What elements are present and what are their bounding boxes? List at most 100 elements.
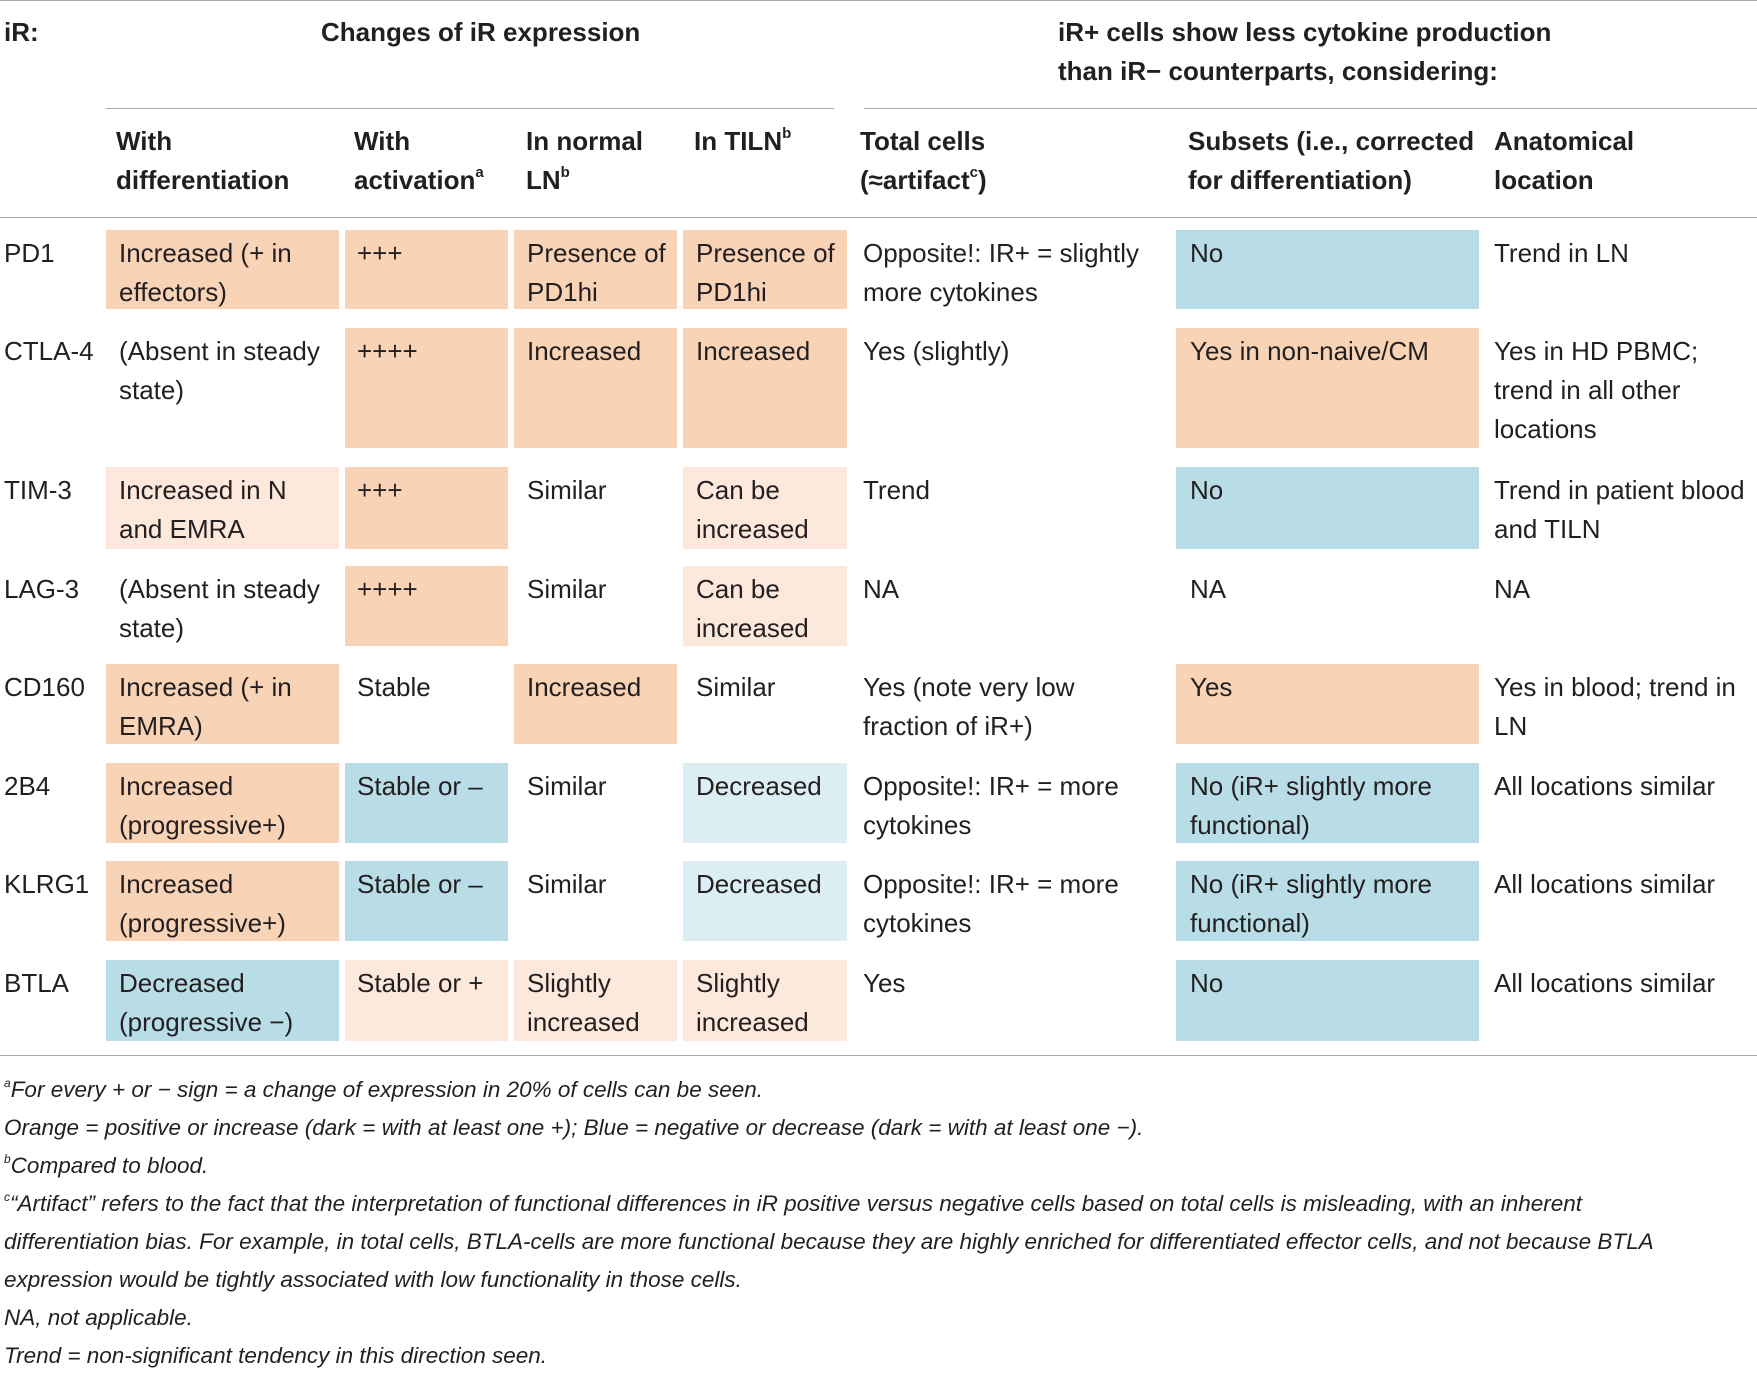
cell-tiln: PD1hi — [696, 277, 767, 307]
cell-sub: No — [1190, 238, 1224, 268]
col-header-activation: With activationa — [354, 126, 484, 195]
cell-shading — [106, 763, 339, 843]
cell-shading — [1176, 960, 1479, 1041]
row-ir-name: KLRG1 — [4, 869, 90, 899]
cell-tiln: Similar — [696, 672, 776, 702]
cell-act: Stable or + — [357, 968, 484, 998]
cell-shading — [345, 861, 508, 941]
cell-shading — [345, 230, 508, 309]
cell-shading — [1176, 328, 1479, 448]
cell-tiln: increased — [696, 514, 809, 544]
cell-act: Stable or – — [357, 869, 483, 899]
cell-total: Opposite!: IR+ = more — [863, 771, 1119, 801]
footnote-c-line2: differentiation bias. For example, in to… — [4, 1229, 1654, 1254]
cell-shading — [1176, 763, 1479, 843]
cell-diff: (progressive+) — [119, 908, 286, 938]
cell-anat: locations — [1494, 414, 1597, 444]
col-header-subsets: Subsets (i.e., corrected for differentiat… — [1188, 126, 1475, 195]
cell-ln: Increased — [527, 336, 642, 366]
cell-shading — [683, 960, 847, 1041]
cell-shading — [106, 960, 339, 1041]
cell-diff: effectors) — [119, 277, 227, 307]
header-group-cytokine-line1: iR+ cells show less cytokine production — [1058, 17, 1552, 47]
row-ir-name: CD160 — [4, 672, 85, 702]
cell-anat: LN — [1494, 711, 1528, 741]
cell-shading — [514, 328, 677, 448]
cell-sub: functional) — [1190, 810, 1310, 840]
cell-ln: Similar — [527, 869, 607, 899]
cell-diff: (Absent in steady — [119, 574, 320, 604]
cell-shading — [683, 566, 847, 646]
cell-shading — [683, 467, 847, 549]
header-ir-label: iR: — [4, 17, 39, 47]
cell-total: Opposite!: IR+ = more — [863, 869, 1119, 899]
cell-ln: Similar — [527, 771, 607, 801]
cell-sub: NA — [1190, 574, 1227, 604]
cell-shading — [106, 230, 339, 309]
cell-anat: NA — [1494, 574, 1531, 604]
row-ir-name: BTLA — [4, 968, 70, 998]
cell-shading — [345, 566, 508, 646]
row-ir-name: CTLA-4 — [4, 336, 94, 366]
cell-tiln: Slightly — [696, 968, 780, 998]
cell-act: ++++ — [357, 574, 418, 604]
cell-shading — [106, 861, 339, 941]
cell-sub: Yes — [1190, 672, 1233, 702]
col-header-total-cells: Total cells (≈artifactc) — [860, 126, 987, 195]
cell-diff: (Absent in steady — [119, 336, 320, 366]
cell-ln: Increased — [527, 672, 642, 702]
cell-ln: Similar — [527, 475, 607, 505]
cell-tiln: Can be — [696, 475, 780, 505]
cell-diff: state) — [119, 613, 185, 643]
cell-tiln: Can be — [696, 574, 780, 604]
footnote-trend: Trend = non-significant tendency in this… — [4, 1343, 548, 1368]
row-ir-name: 2B4 — [4, 771, 51, 801]
cell-tiln: increased — [696, 1007, 809, 1037]
cell-sub: No (iR+ slightly more — [1190, 869, 1433, 899]
cell-ln: PD1hi — [527, 277, 598, 307]
cell-diff: EMRA) — [119, 711, 203, 741]
cell-tiln: Decreased — [696, 771, 822, 801]
cell-shading — [345, 763, 508, 843]
cell-anat: and TILN — [1494, 514, 1601, 544]
cell-total: Opposite!: IR+ = slightly — [863, 238, 1140, 268]
cell-diff: Increased — [119, 771, 234, 801]
cell-shading — [683, 763, 847, 843]
cell-total: fraction of iR+) — [863, 711, 1033, 741]
cell-tiln: Presence of — [696, 238, 835, 268]
cell-ln: increased — [527, 1007, 640, 1037]
cell-act: Stable — [357, 672, 431, 702]
cell-tiln: Decreased — [696, 869, 822, 899]
header-bottom-rule — [0, 217, 1757, 218]
cell-sub: Yes in non-naive/CM — [1190, 336, 1429, 366]
cell-diff: Increased (+ in — [119, 672, 292, 702]
cell-shading — [514, 960, 677, 1041]
cell-diff: Decreased — [119, 968, 245, 998]
cell-diff: Increased — [119, 869, 234, 899]
cell-total: Trend — [863, 475, 930, 505]
cell-shading — [1176, 230, 1479, 309]
cell-anat: All locations similar — [1494, 869, 1716, 899]
cell-total: cytokines — [863, 908, 972, 938]
cell-total: more cytokines — [863, 277, 1038, 307]
cell-act: +++ — [357, 475, 403, 505]
cell-anat: Yes in blood; trend in — [1494, 672, 1736, 702]
cell-shading — [106, 664, 339, 744]
col-header-anatomical: Anatomical location — [1494, 126, 1635, 195]
cell-anat: All locations similar — [1494, 968, 1716, 998]
cell-anat: Trend in LN — [1494, 238, 1629, 268]
cell-sub: No — [1190, 475, 1224, 505]
footnote-na: NA, not applicable. — [4, 1305, 193, 1330]
cell-shading — [683, 328, 847, 448]
row-ir-name: TIM-3 — [4, 475, 72, 505]
cell-ln: Similar — [527, 574, 607, 604]
cell-shading — [106, 467, 339, 549]
footnote-colors: Orange = positive or increase (dark = wi… — [4, 1115, 1144, 1140]
cell-act: ++++ — [357, 336, 418, 366]
cell-diff: Increased (+ in — [119, 238, 292, 268]
cell-anat: Yes in HD PBMC; — [1494, 336, 1699, 366]
cell-shading — [514, 230, 677, 309]
cell-tiln: increased — [696, 613, 809, 643]
header-group-expression: Changes of iR expression — [321, 17, 641, 47]
cell-diff: state) — [119, 375, 185, 405]
